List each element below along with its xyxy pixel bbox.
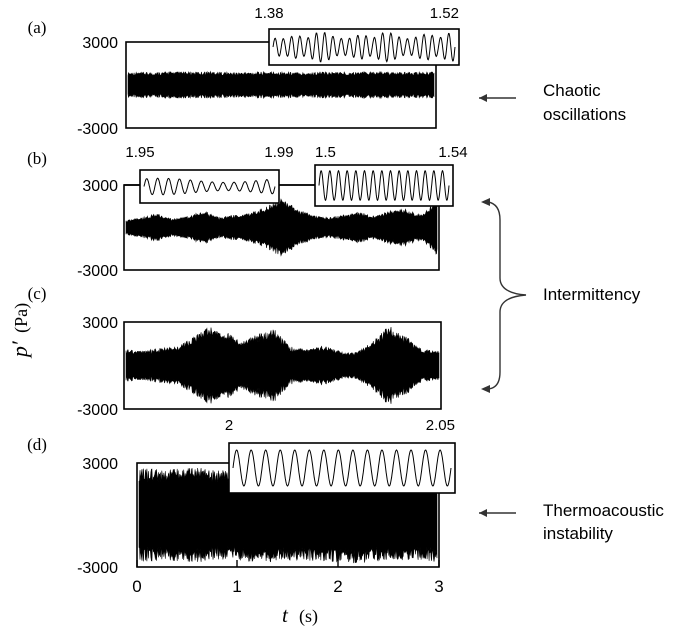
signal-trace [125, 326, 440, 404]
annotation-thermo-line2: instability [543, 524, 613, 543]
signal-trace [127, 70, 435, 100]
annotation-thermo-line1: Thermoacoustic [543, 501, 664, 520]
brace-arrow-top [481, 198, 490, 206]
inset-end-label: 1.54 [438, 144, 467, 161]
intermittency-brace [487, 201, 527, 390]
x-tick-label: 3 [434, 577, 443, 596]
inset-end-label: 1.52 [430, 5, 459, 22]
panel-label: (d) [27, 435, 47, 454]
zoom-inset: 1.5 1.54 [314, 144, 468, 207]
inset-trace [318, 169, 450, 202]
panel-frame [123, 321, 442, 410]
zoom-inset: 2 2.05 [225, 417, 456, 494]
signal-trace [125, 198, 438, 257]
arrow-thermo [479, 509, 516, 517]
annotation-chaotic-line1: Chaotic [543, 81, 601, 100]
x-axis-label: t (s) [282, 603, 318, 627]
inset-layer: 1.38 1.521.95 1.99 1.5 1.542 2.05 [124, 5, 468, 494]
y-tick-label: 3000 [82, 315, 118, 332]
y-axis-label: p′ (Pa) [7, 303, 32, 359]
inset-start-label: 1.38 [254, 5, 283, 22]
inset-end-label: 2.05 [426, 417, 455, 434]
brace-arrow-bottom [481, 385, 490, 393]
panel-label: (b) [27, 149, 47, 168]
inset-start-label: 1.95 [125, 144, 154, 161]
annotation-intermittency: Intermittency [543, 285, 641, 304]
panel-3: (c) 3000 -3000 [28, 284, 442, 419]
x-axis: 0 1 2 3 [132, 560, 444, 596]
inset-start-label: 1.5 [315, 144, 336, 161]
x-tick-label: 2 [333, 577, 342, 596]
x-tick-label: 1 [232, 577, 241, 596]
x-tick-label: 0 [132, 577, 141, 596]
y-tick-label: 3000 [82, 35, 118, 52]
inset-trace [232, 449, 452, 487]
zoom-inset: 1.38 1.52 [254, 5, 460, 66]
inset-trace [272, 31, 456, 63]
zoom-inset: 1.95 1.99 [125, 144, 294, 204]
inset-start-label: 2 [225, 417, 233, 434]
panel-label: (a) [28, 18, 47, 37]
annotation-chaotic-line2: oscillations [543, 105, 626, 124]
y-tick-label: 3000 [82, 178, 118, 195]
arrow-chaotic [479, 94, 516, 102]
y-tick-label: -3000 [77, 560, 118, 577]
y-tick-label: -3000 [77, 121, 118, 138]
inset-trace [143, 177, 276, 196]
panel-label: (c) [28, 284, 47, 303]
annotation-layer: Chaotic oscillations Intermittency Thermoac… [479, 81, 664, 543]
inset-end-label: 1.99 [264, 144, 293, 161]
axes-layer: (a) 3000 -3000 (b) 3000 -3000 (c) 3000 -3000 (d) 3… [27, 18, 444, 596]
y-tick-label: -3000 [77, 263, 118, 280]
y-tick-label: 3000 [82, 456, 118, 473]
y-tick-label: -3000 [77, 402, 118, 419]
arrow-head [479, 509, 487, 517]
arrow-head [479, 94, 487, 102]
